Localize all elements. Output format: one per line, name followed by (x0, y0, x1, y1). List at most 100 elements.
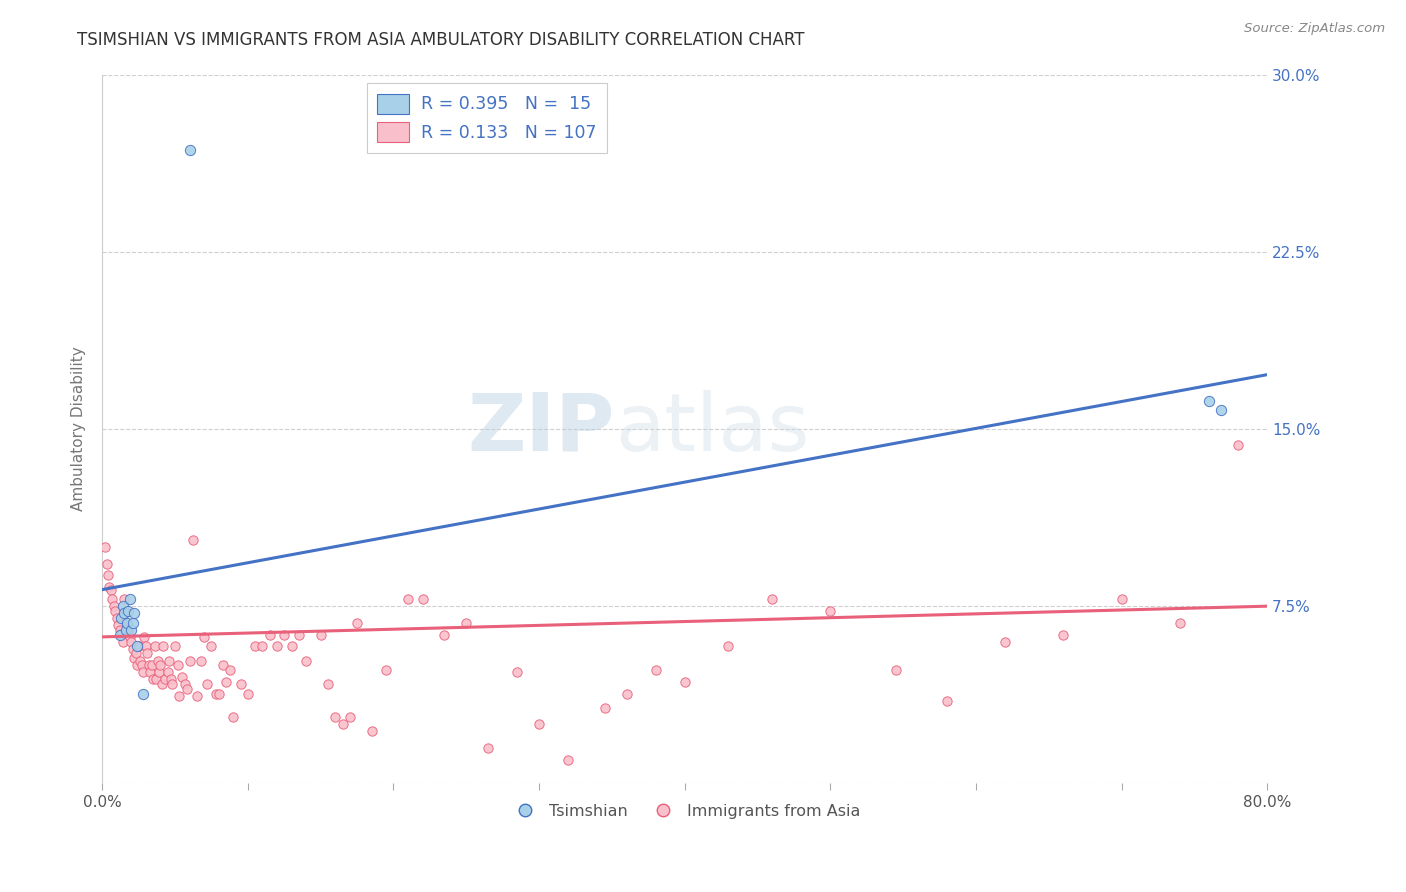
Point (120, 623, 142, 637)
Point (114, 623, 136, 637)
Point (122, 607, 145, 621)
Point (132, 665, 155, 680)
Point (153, 673, 176, 687)
Point (103, 599, 125, 614)
Point (131, 658, 153, 673)
Text: atlas: atlas (614, 390, 810, 468)
Point (128, 640, 150, 654)
Point (115, 615, 138, 630)
Point (1111, 592, 1133, 607)
Point (157, 653, 180, 667)
Point (243, 640, 266, 654)
Point (115, 615, 138, 630)
Point (215, 674, 238, 689)
Point (193, 630, 215, 644)
Point (181, 533, 204, 547)
Point (346, 615, 368, 630)
Point (136, 647, 159, 661)
Point (135, 640, 157, 654)
Point (163, 640, 186, 654)
Point (110, 611, 132, 625)
Point (288, 627, 311, 641)
Point (179, 143, 201, 157)
Point (295, 653, 318, 667)
Point (309, 627, 332, 641)
Point (127, 658, 149, 673)
Point (112, 607, 135, 621)
Point (160, 677, 183, 691)
Point (108, 623, 131, 637)
Point (105, 611, 128, 625)
Point (98, 580, 121, 594)
Point (820, 604, 842, 618)
Point (159, 673, 181, 687)
Point (1198, 393, 1220, 408)
Point (616, 687, 638, 701)
Text: Source: ZipAtlas.com: Source: ZipAtlas.com (1244, 22, 1385, 36)
Point (108, 627, 131, 641)
Y-axis label: Ambulatory Disability: Ambulatory Disability (72, 347, 86, 511)
Point (273, 627, 295, 641)
Point (94, 540, 117, 554)
Point (593, 700, 616, 714)
Point (1168, 615, 1191, 630)
Point (150, 677, 173, 691)
Point (96, 557, 118, 571)
Point (152, 640, 174, 654)
Point (259, 627, 281, 641)
Point (212, 658, 235, 673)
Point (100, 582, 122, 597)
Point (884, 663, 907, 677)
Point (316, 677, 339, 691)
Point (121, 641, 143, 656)
Point (145, 673, 167, 687)
Point (120, 634, 142, 648)
Point (107, 618, 129, 632)
Point (117, 604, 139, 618)
Point (156, 665, 179, 680)
Point (169, 689, 191, 703)
Point (172, 670, 194, 684)
Point (146, 653, 169, 667)
Point (174, 677, 197, 691)
Point (229, 677, 252, 691)
Point (143, 640, 166, 654)
Point (110, 627, 132, 641)
Point (1209, 403, 1232, 417)
Point (111, 634, 134, 648)
Point (118, 592, 141, 607)
Point (477, 741, 499, 756)
Text: TSIMSHIAN VS IMMIGRANTS FROM ASIA AMBULATORY DISABILITY CORRELATION CHART: TSIMSHIAN VS IMMIGRANTS FROM ASIA AMBULA… (77, 31, 804, 49)
Point (222, 710, 245, 724)
Point (396, 592, 419, 607)
Point (375, 663, 398, 677)
Point (200, 640, 222, 654)
Point (129, 653, 152, 667)
Point (138, 658, 160, 673)
Point (176, 681, 198, 696)
Point (506, 665, 529, 680)
Point (142, 673, 165, 687)
Point (97, 568, 120, 582)
Point (117, 623, 139, 637)
Point (332, 717, 354, 731)
Point (112, 592, 135, 607)
Point (236, 687, 259, 701)
Point (994, 634, 1017, 648)
Point (148, 665, 170, 680)
Point (208, 687, 231, 701)
Point (412, 592, 434, 607)
Point (219, 663, 242, 677)
Point (717, 640, 740, 654)
Point (204, 687, 226, 701)
Point (125, 647, 148, 661)
Point (339, 710, 361, 724)
Point (360, 724, 382, 739)
Point (114, 604, 136, 618)
Point (101, 592, 124, 607)
Point (132, 687, 155, 701)
Point (673, 674, 696, 689)
Point (935, 694, 957, 708)
Point (141, 658, 163, 673)
Point (644, 663, 666, 677)
